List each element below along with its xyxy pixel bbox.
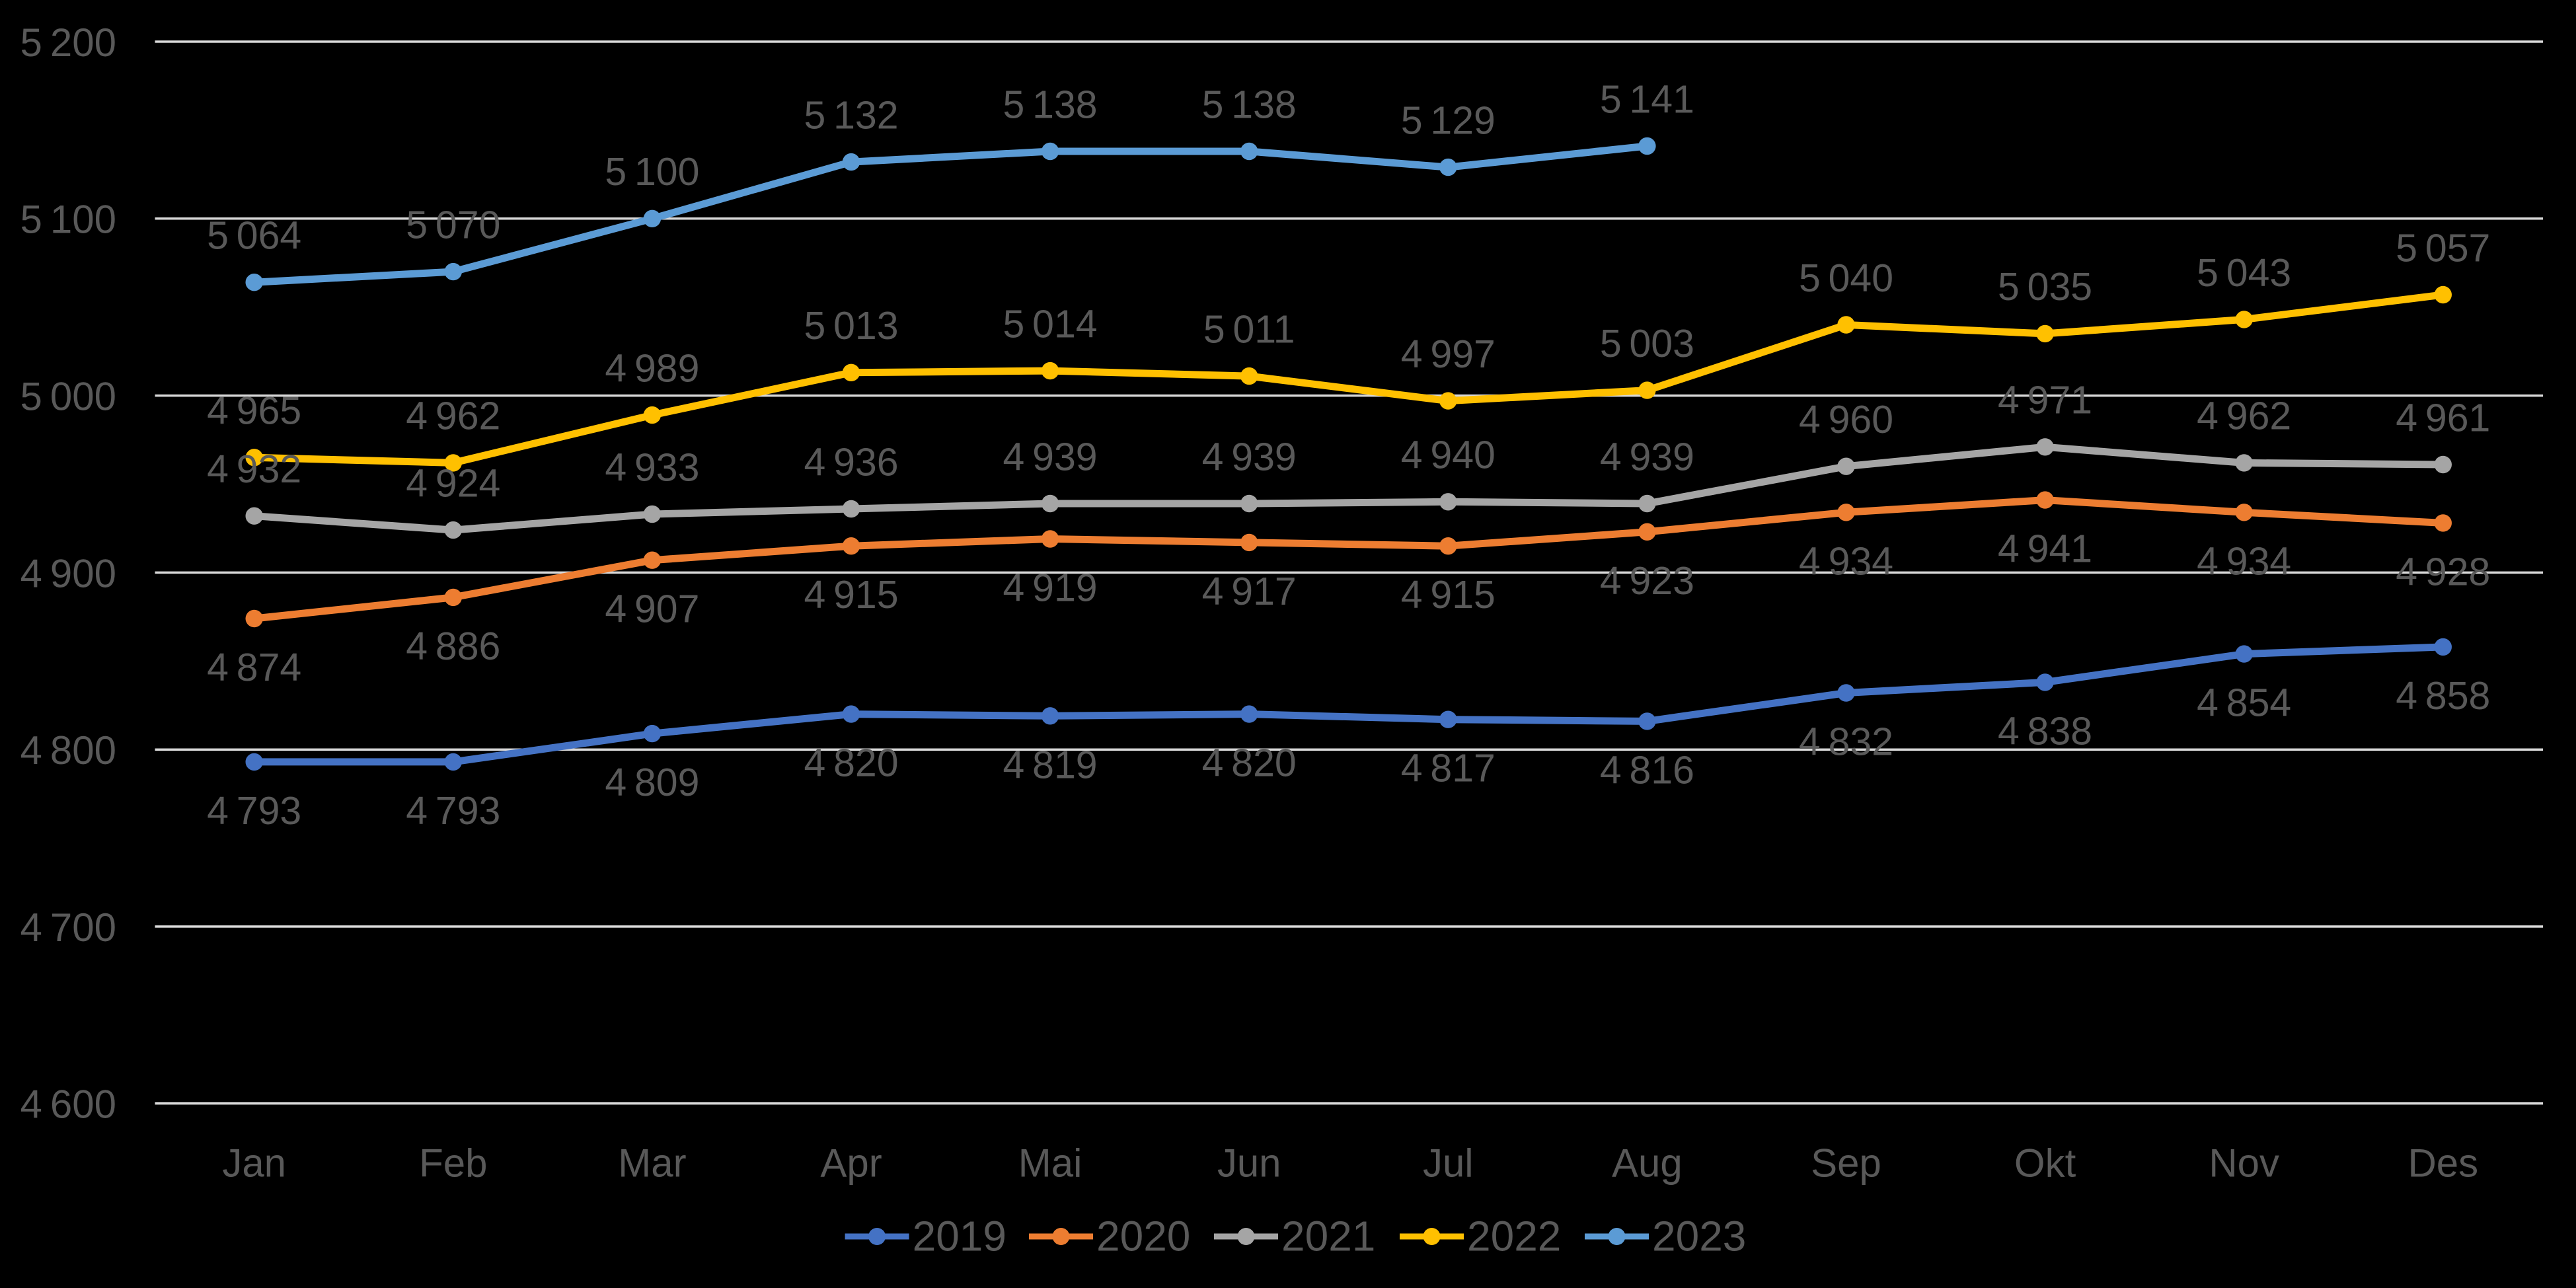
- svg-text:5 064: 5 064: [207, 214, 301, 258]
- svg-text:4 809: 4 809: [605, 761, 699, 804]
- svg-text:4 800: 4 800: [20, 728, 117, 773]
- svg-text:4 928: 4 928: [2396, 550, 2490, 593]
- svg-text:5 141: 5 141: [1600, 77, 1694, 121]
- svg-text:Jan: Jan: [222, 1141, 286, 1185]
- svg-text:4 989: 4 989: [605, 346, 699, 390]
- svg-text:4 932: 4 932: [207, 447, 301, 491]
- svg-text:Jun: Jun: [1217, 1141, 1281, 1185]
- svg-text:5 043: 5 043: [2197, 251, 2291, 295]
- svg-text:4 971: 4 971: [1998, 379, 2092, 422]
- svg-text:Nov: Nov: [2209, 1141, 2279, 1185]
- svg-text:Des: Des: [2407, 1141, 2478, 1185]
- svg-text:4 940: 4 940: [1401, 434, 1496, 477]
- svg-text:5 000: 5 000: [20, 375, 117, 419]
- svg-text:Apr: Apr: [820, 1141, 882, 1185]
- svg-text:5 040: 5 040: [1799, 256, 1893, 300]
- svg-text:5 138: 5 138: [1003, 83, 1098, 126]
- svg-text:2020: 2020: [1096, 1212, 1190, 1260]
- svg-text:4 820: 4 820: [1202, 741, 1297, 785]
- svg-text:4 962: 4 962: [406, 395, 500, 438]
- svg-text:2021: 2021: [1281, 1212, 1375, 1260]
- svg-text:4 900: 4 900: [20, 551, 117, 595]
- svg-text:4 919: 4 919: [1003, 566, 1098, 610]
- svg-text:4 700: 4 700: [20, 905, 117, 950]
- svg-text:4 793: 4 793: [207, 789, 301, 833]
- svg-text:4 874: 4 874: [207, 646, 301, 689]
- svg-text:5 057: 5 057: [2396, 226, 2490, 270]
- svg-text:4 915: 4 915: [1401, 573, 1496, 617]
- svg-text:Mai: Mai: [1018, 1141, 1082, 1185]
- svg-text:4 858: 4 858: [2396, 674, 2490, 718]
- svg-text:4 816: 4 816: [1600, 748, 1694, 792]
- svg-text:4 939: 4 939: [1600, 435, 1694, 478]
- svg-text:4 965: 4 965: [207, 389, 301, 433]
- svg-text:4 838: 4 838: [1998, 709, 2092, 753]
- svg-text:2022: 2022: [1467, 1212, 1561, 1260]
- svg-text:4 832: 4 832: [1799, 720, 1893, 764]
- svg-text:4 907: 4 907: [605, 587, 699, 631]
- svg-text:Feb: Feb: [419, 1141, 487, 1185]
- svg-text:Aug: Aug: [1612, 1141, 1683, 1185]
- svg-text:Mar: Mar: [618, 1141, 686, 1185]
- svg-text:5 070: 5 070: [406, 203, 500, 246]
- svg-text:5 129: 5 129: [1401, 98, 1496, 142]
- svg-text:4 961: 4 961: [2396, 396, 2490, 439]
- svg-text:4 820: 4 820: [804, 741, 898, 785]
- svg-text:5 003: 5 003: [1600, 322, 1694, 365]
- svg-text:Okt: Okt: [2014, 1141, 2076, 1185]
- svg-text:5 035: 5 035: [1998, 265, 2092, 309]
- svg-text:5 100: 5 100: [20, 198, 117, 242]
- svg-text:2023: 2023: [1652, 1212, 1746, 1260]
- svg-text:4 793: 4 793: [406, 789, 500, 833]
- svg-text:5 013: 5 013: [804, 304, 898, 348]
- svg-text:4 960: 4 960: [1799, 398, 1893, 441]
- svg-text:4 936: 4 936: [804, 440, 898, 484]
- svg-text:5 138: 5 138: [1202, 83, 1297, 126]
- svg-text:2019: 2019: [913, 1212, 1006, 1260]
- svg-text:4 941: 4 941: [1998, 527, 2092, 571]
- svg-text:4 934: 4 934: [2197, 539, 2291, 583]
- svg-text:4 933: 4 933: [605, 445, 699, 489]
- svg-text:4 917: 4 917: [1202, 570, 1297, 613]
- svg-text:4 915: 4 915: [804, 573, 898, 617]
- svg-text:Sep: Sep: [1811, 1141, 1881, 1185]
- svg-text:5 011: 5 011: [1203, 307, 1295, 351]
- svg-text:Jul: Jul: [1423, 1141, 1474, 1185]
- svg-text:5 014: 5 014: [1003, 302, 1098, 346]
- svg-text:5 100: 5 100: [605, 150, 699, 194]
- svg-text:4 997: 4 997: [1401, 332, 1496, 376]
- svg-text:4 923: 4 923: [1600, 559, 1694, 603]
- svg-text:4 939: 4 939: [1003, 435, 1098, 478]
- svg-text:5 200: 5 200: [20, 20, 117, 65]
- svg-text:4 819: 4 819: [1003, 743, 1098, 786]
- svg-text:4 962: 4 962: [2197, 395, 2291, 438]
- svg-text:4 924: 4 924: [406, 461, 500, 505]
- svg-text:4 886: 4 886: [406, 625, 500, 668]
- svg-text:4 600: 4 600: [20, 1082, 117, 1127]
- svg-text:4 817: 4 817: [1401, 747, 1496, 790]
- svg-text:4 939: 4 939: [1202, 435, 1297, 478]
- svg-text:4 934: 4 934: [1799, 539, 1893, 583]
- svg-text:4 854: 4 854: [2197, 681, 2291, 725]
- svg-text:5 132: 5 132: [804, 93, 898, 137]
